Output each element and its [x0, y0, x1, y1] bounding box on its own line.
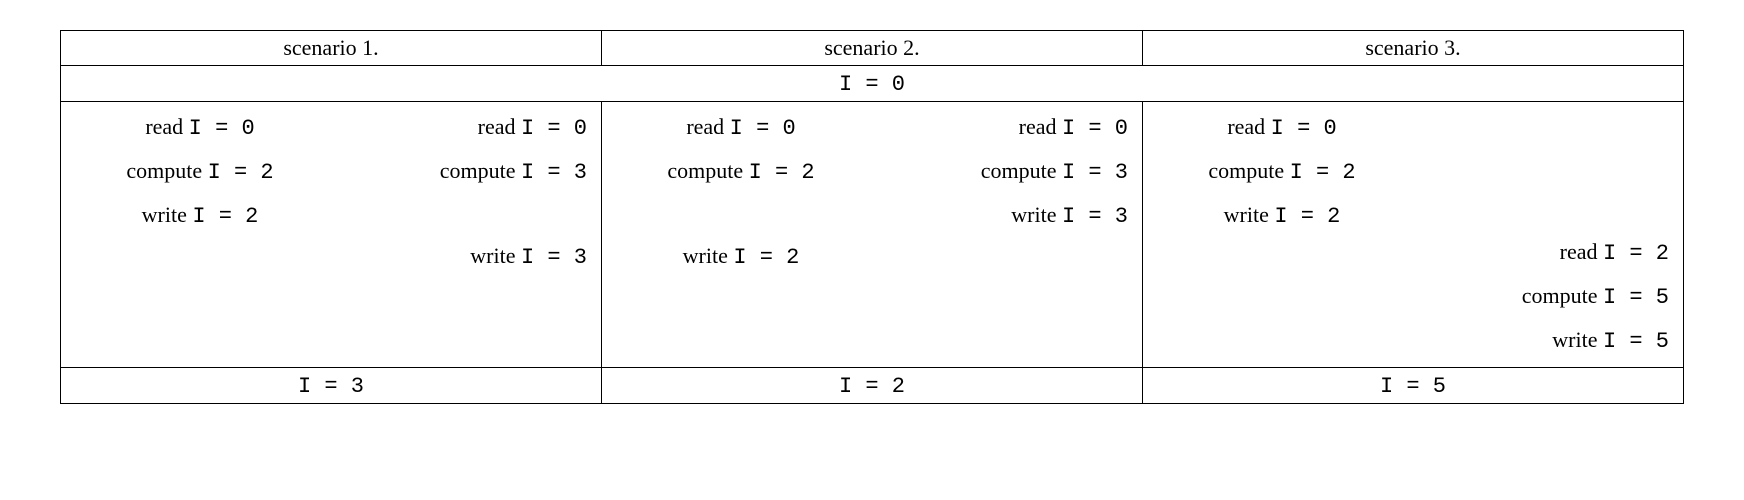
result-scenario-3: I = 5 — [1143, 367, 1684, 403]
header-label: scenario 2. — [824, 35, 919, 60]
op-text: write — [1011, 202, 1062, 227]
scenario-columns: read I = 0 compute I = 2 write I = 2 . .… — [1151, 106, 1675, 363]
op-text: compute — [126, 158, 207, 183]
op-text: compute — [1522, 283, 1603, 308]
op-expr: I = 2 — [192, 204, 258, 229]
init-value: I = 0 — [839, 72, 905, 97]
step: compute I = 2 — [69, 150, 331, 194]
op-expr: I = 0 — [521, 116, 587, 141]
table-result-row: I = 3 I = 2 I = 5 — [61, 367, 1684, 403]
step: compute I = 3 — [331, 150, 593, 194]
step: read I = 2 — [1413, 231, 1675, 275]
op-expr: I = 5 — [1603, 329, 1669, 354]
result-value: I = 2 — [839, 374, 905, 399]
op-expr: I = 2 — [1603, 241, 1669, 266]
scenario-columns: read I = 0 compute I = 2 write I = 2 . .… — [69, 106, 593, 363]
header-scenario-3: scenario 3. — [1143, 31, 1684, 66]
op-text: read — [145, 114, 188, 139]
thread-left: read I = 0 compute I = 2 write I = 2 . .… — [69, 106, 331, 363]
scenario-3-body: read I = 0 compute I = 2 write I = 2 . .… — [1143, 102, 1684, 368]
result-value: I = 5 — [1380, 374, 1446, 399]
op-expr: I = 2 — [733, 245, 799, 270]
result-scenario-2: I = 2 — [602, 367, 1143, 403]
op-expr: I = 5 — [1603, 285, 1669, 310]
op-expr: I = 2 — [208, 160, 274, 185]
init-cell: I = 0 — [61, 66, 1684, 102]
step: read I = 0 — [331, 106, 593, 150]
step: write I = 2 — [1151, 194, 1413, 238]
step: write I = 2 — [69, 194, 331, 238]
thread-left: read I = 0 compute I = 2 . write I = 2 .… — [610, 106, 872, 363]
op-expr: I = 2 — [1274, 204, 1340, 229]
op-text: write — [1224, 202, 1275, 227]
op-expr: I = 2 — [749, 160, 815, 185]
step: read I = 0 — [1151, 106, 1413, 150]
op-expr: I = 0 — [1271, 116, 1337, 141]
scenario-columns: read I = 0 compute I = 2 . write I = 2 .… — [610, 106, 1134, 363]
step: read I = 0 — [69, 106, 331, 150]
header-scenario-1: scenario 1. — [61, 31, 602, 66]
header-scenario-2: scenario 2. — [602, 31, 1143, 66]
op-expr: I = 0 — [1062, 116, 1128, 141]
op-text: write — [683, 243, 734, 268]
step: read I = 0 — [872, 106, 1134, 150]
step: compute I = 5 — [1413, 275, 1675, 319]
table-header-row: scenario 1. scenario 2. scenario 3. — [61, 31, 1684, 66]
op-text: compute — [981, 158, 1062, 183]
thread-right: read I = 0 compute I = 3 . write I = 3 .… — [331, 106, 593, 363]
header-label: scenario 3. — [1365, 35, 1460, 60]
op-text: read — [1560, 239, 1603, 264]
op-expr: I = 0 — [730, 116, 796, 141]
op-text: write — [1552, 327, 1603, 352]
step: read I = 0 — [610, 106, 872, 150]
op-text: read — [1019, 114, 1062, 139]
step: write I = 5 — [1413, 319, 1675, 363]
table-init-row: I = 0 — [61, 66, 1684, 102]
op-expr: I = 0 — [189, 116, 255, 141]
step: write I = 3 — [331, 235, 593, 279]
op-text: compute — [1208, 158, 1289, 183]
step: write I = 3 — [872, 194, 1134, 238]
header-label: scenario 1. — [283, 35, 378, 60]
op-text: read — [478, 114, 521, 139]
result-scenario-1: I = 3 — [61, 367, 602, 403]
op-text: read — [686, 114, 729, 139]
thread-left: read I = 0 compute I = 2 write I = 2 . .… — [1151, 106, 1413, 363]
thread-right: read I = 0 compute I = 3 write I = 3 . .… — [872, 106, 1134, 363]
op-expr: I = 3 — [1062, 160, 1128, 185]
op-text: write — [470, 243, 521, 268]
op-expr: I = 2 — [1290, 160, 1356, 185]
scenario-2-body: read I = 0 compute I = 2 . write I = 2 .… — [602, 102, 1143, 368]
result-value: I = 3 — [298, 374, 364, 399]
op-text: compute — [440, 158, 521, 183]
op-text: write — [142, 202, 193, 227]
step: compute I = 2 — [1151, 150, 1413, 194]
thread-right: . . . read I = 2 compute I = 5 write I =… — [1413, 106, 1675, 363]
step: compute I = 3 — [872, 150, 1134, 194]
op-text: read — [1227, 114, 1270, 139]
table-body-row: read I = 0 compute I = 2 write I = 2 . .… — [61, 102, 1684, 368]
op-expr: I = 3 — [1062, 204, 1128, 229]
op-expr: I = 3 — [521, 160, 587, 185]
scenario-1-body: read I = 0 compute I = 2 write I = 2 . .… — [61, 102, 602, 368]
op-expr: I = 3 — [521, 245, 587, 270]
op-text: compute — [667, 158, 748, 183]
step: compute I = 2 — [610, 150, 872, 194]
scenario-table: scenario 1. scenario 2. scenario 3. I = … — [60, 30, 1684, 404]
step: write I = 2 — [610, 235, 872, 279]
